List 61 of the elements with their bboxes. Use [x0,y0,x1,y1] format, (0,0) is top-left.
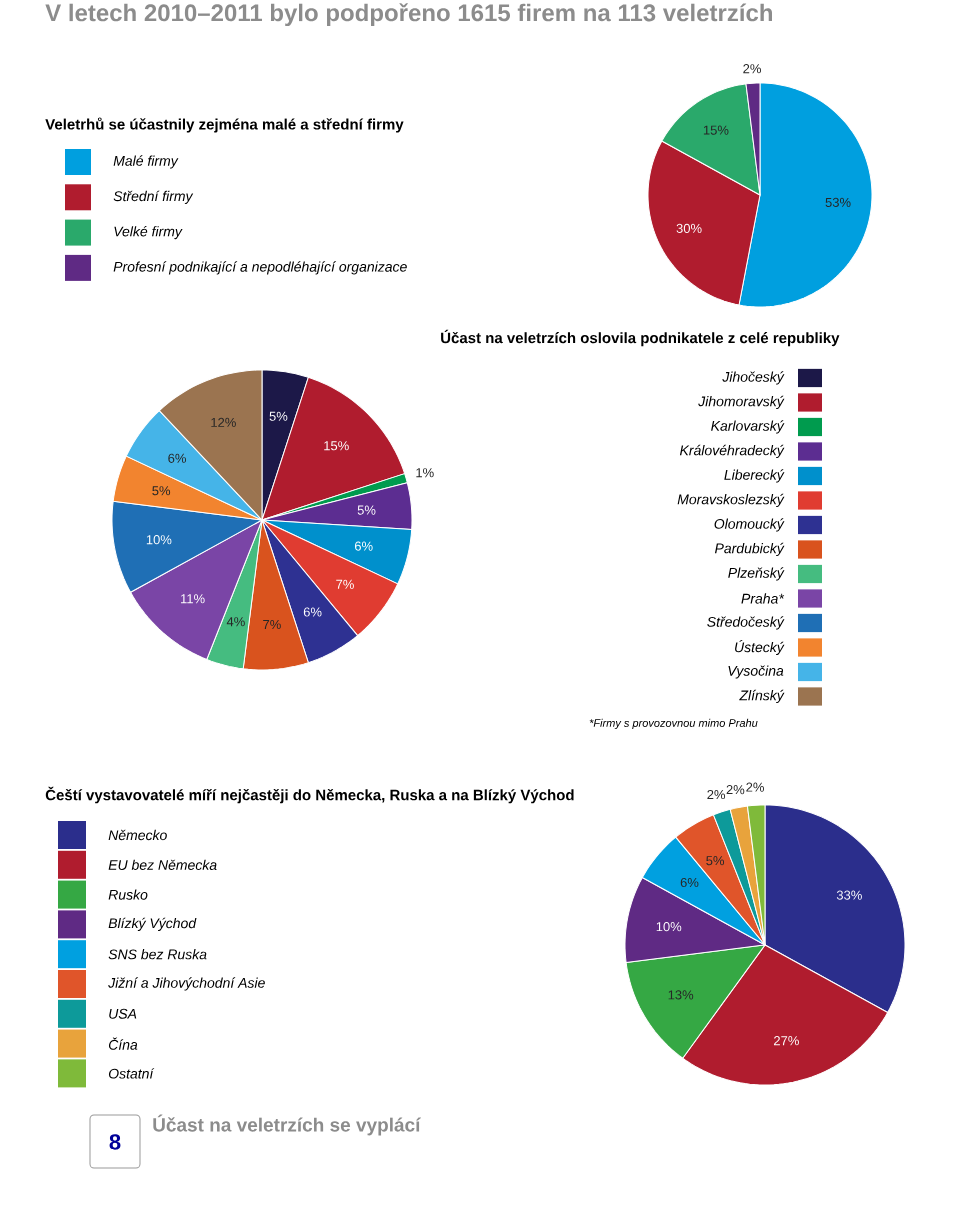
data-label: 53% [825,197,851,207]
data-label: 2% [726,785,745,795]
data-label: 7% [336,579,354,589]
text: *Firmy s provozovnou mimo Prahu [589,718,758,730]
data-label: 7% [263,619,281,630]
data-label: 15% [703,125,729,135]
data-label: 10% [656,922,682,932]
data-label: 5% [152,486,171,496]
legend-label: Ostatní [108,1068,155,1079]
data-label: 2% [746,782,764,792]
chart-title: Čeští vystavovatelé míří nejčastěji do Německa, Ruska a na Blízký Východ [45,786,574,804]
data-label: 12% [211,417,236,427]
legend-label: SNS bez Ruska [108,949,207,960]
chart-title: Účast na veletrzích oslovila podnikatele z celé republiky [441,329,840,347]
legend-label: Olomoucký [714,518,785,532]
legend-label: Jihočeský [722,371,785,385]
legend-label: Praha* [741,593,785,604]
data-label: 5% [357,505,376,515]
legend-label: Profesní podnikající a nepodléhající organizace [113,261,407,275]
legend-label: Jihomoravský [698,395,785,410]
legend-label: Královéhradecký [679,444,785,459]
legend-label: USA [109,1008,137,1019]
legend-label: Karlovarský [711,420,785,434]
data-label: 27% [774,1036,799,1046]
data-label: 6% [303,607,322,617]
legend-label: Čína [108,1037,138,1050]
data-label: 11% [181,594,205,604]
legend-label: Rusko [108,889,148,900]
data-label: 15% [324,441,349,451]
data-label: 10% [146,535,172,545]
data-label: 33% [836,890,862,900]
legend-label: Plzeňský [728,567,785,581]
legend-label: Moravskoslezský [677,493,785,508]
data-label: 6% [354,541,373,551]
legend-label: Velké firmy [114,225,183,240]
data-label: 1% [416,468,434,478]
text: Účast na veletrzích se vyplácí [153,1114,421,1136]
data-label: 4% [226,617,245,627]
legend-label: Blízký Východ [108,917,197,931]
legend-label: Vysočina [728,665,784,679]
text: 8 [109,1134,121,1150]
chart-title: V letech 2010–2011 bylo podpořeno 1615 firem na 113 veletrzích [45,3,772,27]
data-label: 2% [743,64,761,74]
legend-label: Ústecký [735,639,785,656]
legend-label: Jižní a Jihovýchodní Asie [108,977,265,991]
legend-label: Pardubický [714,542,785,557]
data-label: 6% [680,877,699,888]
data-label: 30% [676,223,702,233]
data-label: 13% [668,990,694,1000]
legend-label: Středočeský [707,616,785,630]
data-label: 5% [706,856,725,866]
data-label: 5% [269,411,288,421]
legend-label: Liberecký [724,469,785,483]
legend-label: Malé firmy [113,155,179,169]
legend-label: Zlínský [739,689,785,704]
legend-label: EU bez Německa [108,859,217,870]
text: Veletrhů se účastnily zejména malé a střední firmy [45,117,404,133]
data-label: 6% [168,453,186,463]
data-label: 2% [707,789,726,800]
legend-label: Střední firmy [113,190,194,204]
legend-label: Německo [108,829,167,841]
